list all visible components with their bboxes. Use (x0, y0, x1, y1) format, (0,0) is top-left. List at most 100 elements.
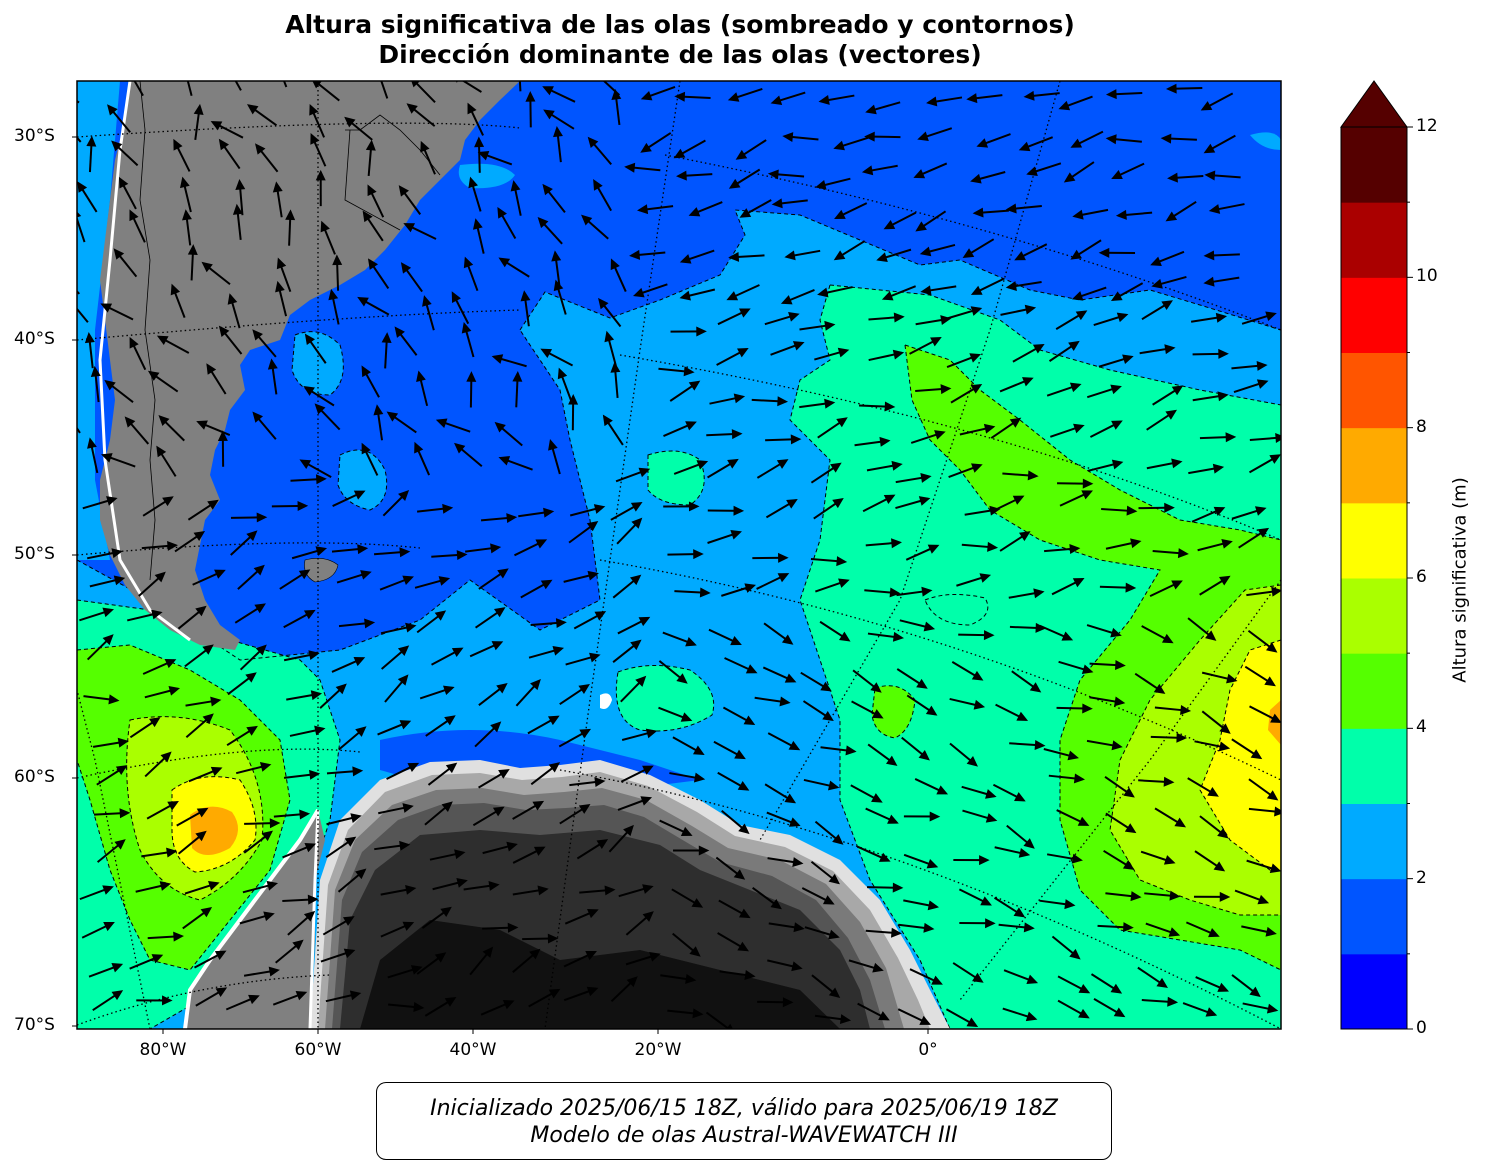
wave-vector-head (151, 609, 163, 620)
wave-vector-head (440, 906, 452, 917)
wave-vector-head (879, 436, 891, 447)
wave-vector-head (976, 138, 989, 148)
wave-patch-2-3m (1250, 132, 1281, 150)
wave-vector-head (985, 813, 998, 823)
wave-vector-head (1105, 134, 1117, 145)
wave-vector-head (466, 371, 477, 382)
wave-vector-head (1116, 312, 1129, 323)
wave-vector-head (1018, 847, 1031, 858)
wave-vector-head (1070, 249, 1082, 260)
wave-vector-head (207, 499, 219, 510)
wave-vector-head (215, 987, 228, 998)
wave-vector-head (77, 181, 88, 193)
wave-vector-head (791, 961, 803, 972)
colorbar-segment (1341, 127, 1407, 203)
wave-vector-head (547, 933, 559, 944)
wave-vector-head (845, 745, 857, 756)
wave-vector-head (210, 766, 223, 777)
wave-vector-head (1069, 948, 1081, 960)
wave-vector-head (623, 824, 634, 837)
colorbar-segment (1341, 953, 1407, 1030)
wave-vector-head (578, 683, 590, 695)
wave-vector-head (373, 404, 384, 416)
wave-vector-head (596, 81, 598, 82)
wave-vector-head (467, 102, 477, 115)
wave-vector-head (1025, 1011, 1038, 1022)
wave-vector-head (781, 634, 794, 645)
wave-vector-head (1034, 740, 1046, 750)
wave-vector-head (871, 709, 884, 719)
wave-vector-head (611, 88, 622, 100)
wave-vector-head (832, 498, 844, 509)
wave-vector-head (929, 811, 941, 822)
wave-vector-head (1150, 256, 1162, 266)
wave-vector-head (111, 990, 124, 1001)
lat-tick-label: 60°S (14, 767, 55, 787)
wave-vector-head (1072, 578, 1085, 588)
wave-vector-head (1105, 89, 1117, 100)
wave-vector-head (828, 873, 840, 885)
wave-vector-head (1174, 817, 1187, 828)
wave-vector-head (173, 931, 184, 942)
wave-vector-head (1176, 732, 1188, 743)
wave-vector-head (498, 769, 510, 779)
wave-vector-head (1250, 749, 1263, 760)
wave-vector-head (420, 140, 430, 153)
wave-patch-2-3m (292, 331, 344, 395)
wave-vector-head (507, 922, 519, 933)
wave-vector-head (506, 513, 518, 524)
wave-vector-head (1023, 922, 1035, 933)
wave-vector-head (1026, 974, 1039, 985)
wave-vector-head (792, 857, 804, 867)
wave-vector-head (413, 1002, 425, 1012)
wave-vector-head (355, 726, 367, 737)
wave-vector-head (533, 846, 546, 856)
wave-vector-head (587, 570, 599, 581)
wave-vector-head (151, 954, 164, 964)
wave-vector-head (162, 496, 174, 507)
wave-vector-head (235, 179, 246, 190)
lat-tick-label: 30°S (14, 126, 55, 146)
wave-vector-head (921, 586, 933, 597)
wave-vector-head (167, 801, 179, 811)
wave-vector-head (878, 852, 891, 862)
wave-vector-head (1269, 863, 1281, 874)
wave-vector-head (482, 946, 494, 958)
wave-vector-head (160, 751, 172, 763)
wave-vector-head (307, 894, 319, 905)
wave-vector-head (540, 348, 553, 359)
wave-vector-head (107, 104, 118, 116)
wave-vector-head (477, 150, 490, 161)
wave-vector-head (1169, 890, 1181, 901)
wave-vector-head (610, 361, 621, 373)
wave-vector-head (838, 631, 851, 642)
wave-vector-head (743, 715, 756, 725)
wave-vector-head (315, 546, 328, 556)
wave-vector-head (629, 574, 642, 586)
wave-vector-head (642, 884, 654, 894)
wave-vector-head (1217, 828, 1229, 839)
wave-vector-head (642, 765, 654, 775)
wave-vector-head (1130, 538, 1142, 549)
wave-vector-head (51, 83, 59, 90)
wave-vector-head (832, 834, 844, 845)
wave-vector-head (1075, 310, 1088, 321)
wave-vector-head (1219, 723, 1231, 734)
wave-vector-head (630, 639, 642, 651)
wave-vector-head (1256, 379, 1269, 389)
wave-vector-head (113, 248, 125, 260)
wave-vector-head (129, 336, 139, 349)
lat-tick-label: 70°S (14, 1015, 55, 1035)
wave-vector (186, 81, 193, 97)
wave-vector-head (632, 287, 645, 298)
wave-vector-head (1115, 209, 1127, 220)
wave-vector-head (587, 136, 599, 149)
wave-vector-head (101, 453, 113, 463)
wave-vector-head (918, 496, 931, 506)
wave-vector-head (777, 396, 789, 407)
wave-vector-head (434, 952, 447, 963)
wave-vector-head (1125, 582, 1137, 593)
wave-vector-head (118, 176, 129, 189)
wave-vector-head (61, 405, 68, 413)
wave-vector-head (604, 885, 616, 896)
